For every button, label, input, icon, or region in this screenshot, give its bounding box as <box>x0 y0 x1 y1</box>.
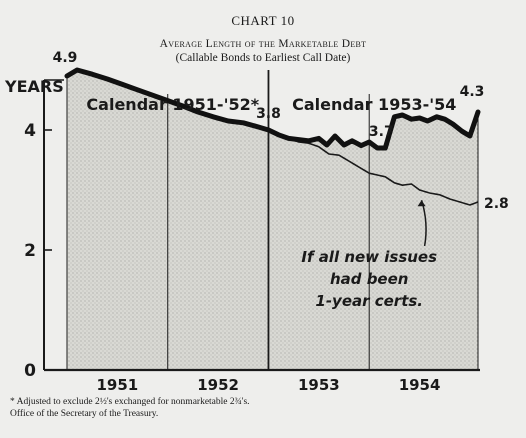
series-hypothetical-line <box>288 137 479 206</box>
value-label-3.8: 3.8 <box>256 106 281 122</box>
area-fill <box>67 70 478 370</box>
footnote: * Adjusted to exclude 2½'s exchanged for… <box>10 396 510 420</box>
x-tick-label-1951: 1951 <box>96 376 138 394</box>
series-actual-line <box>64 67 481 151</box>
callout-line-1: If all new issues <box>301 248 437 266</box>
x-tick-label-1953: 1953 <box>298 376 340 394</box>
y-axis-label: YEARS <box>4 77 64 96</box>
y-tick-label-2: 2 <box>24 241 36 261</box>
value-label-3.7: 3.7 <box>369 124 394 140</box>
callout-line-2: had been <box>330 270 409 288</box>
chart-title: CHART 10 <box>231 13 295 28</box>
callout-arrowhead <box>417 200 426 207</box>
value-label-4.3: 4.3 <box>460 84 485 100</box>
period-label-1: Calendar 1951-'52* <box>86 95 259 114</box>
chart-subtitle-2: (Callable Bonds to Earliest Call Date) <box>175 52 351 64</box>
x-tick-label-1954: 1954 <box>399 376 441 394</box>
footnote-source: Office of the Secretary of the Treasury. <box>10 409 159 419</box>
y-tick-label-4: 4 <box>24 121 36 141</box>
chart-subtitle: Average Length of the Marketable Debt <box>159 38 367 50</box>
footnote-line-1: * Adjusted to exclude 2½'s exchanged for… <box>10 397 250 407</box>
x-tick-label-1952: 1952 <box>197 376 239 394</box>
value-label-2.8: 2.8 <box>484 196 509 212</box>
y-tick-label-0: 0 <box>24 361 36 381</box>
period-label-2: Calendar 1953-'54 <box>292 95 456 114</box>
value-label-4.9: 4.9 <box>53 50 78 66</box>
callout-line-3: 1-year certs. <box>315 292 423 310</box>
